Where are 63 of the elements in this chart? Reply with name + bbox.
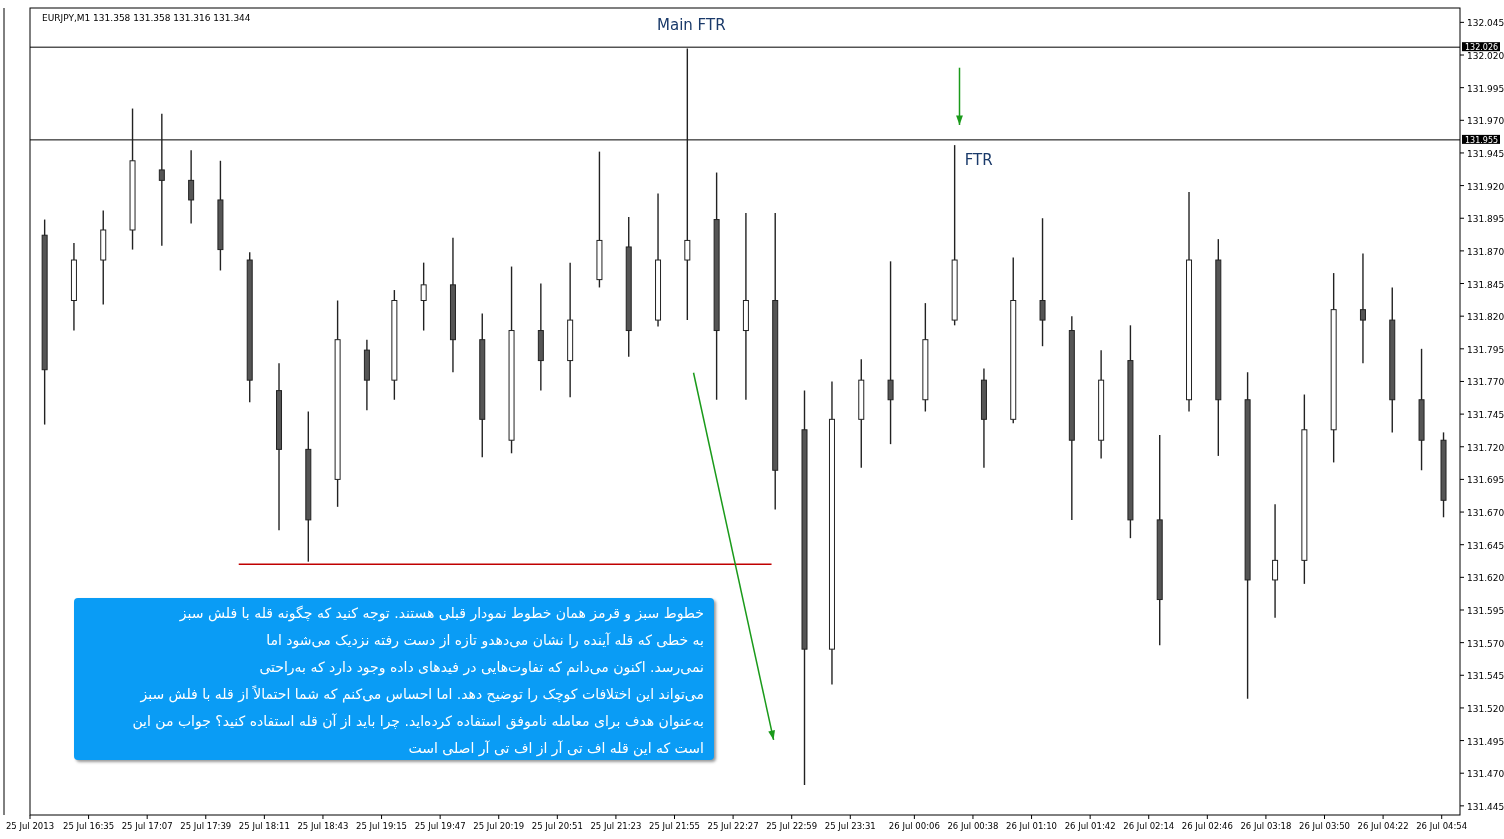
candlestick — [1272, 503, 1279, 619]
x-tick-label: 25 Jul 21:23 — [590, 821, 642, 831]
x-tick-label: 25 Jul 22:27 — [707, 821, 759, 831]
x-tick-label: 25 Jul 21:55 — [649, 821, 700, 831]
candlestick — [420, 261, 427, 332]
x-tick-label: 25 Jul 18:11 — [238, 821, 290, 831]
y-tick-label: 131.520 — [1467, 703, 1504, 714]
candlestick — [158, 113, 165, 247]
x-tick-label: 26 Jul 03:18 — [1240, 821, 1292, 831]
y-tick-label: 131.620 — [1467, 573, 1504, 584]
x-tick-label: 26 Jul 03:50 — [1299, 821, 1350, 831]
candlestick — [684, 47, 691, 321]
x-tick-label: 25 Jul 17:39 — [180, 821, 232, 831]
candlestick — [188, 149, 195, 225]
y-tick-label: 132.020 — [1467, 51, 1504, 62]
y-tick-label: 131.970 — [1467, 116, 1504, 127]
text: EURJPY,M1 131.358 131.358 131.316 131.344 — [42, 13, 251, 23]
x-tick-label: 26 Jul 00:38 — [947, 821, 999, 831]
x-tick-label: 26 Jul 02:46 — [1181, 821, 1233, 831]
y-tick-label: 131.845 — [1467, 279, 1504, 290]
ref-line-label: 131.955 — [1465, 135, 1499, 145]
y-tick-label: 131.895 — [1467, 214, 1504, 225]
y-tick-label: 131.645 — [1467, 540, 1504, 551]
y-tick-label: 131.445 — [1467, 801, 1504, 812]
y-tick-label: 131.795 — [1467, 344, 1504, 355]
x-tick-label: 25 Jul 18:43 — [297, 821, 349, 831]
annotation: Main FTR — [657, 16, 726, 35]
y-tick-label: 131.745 — [1467, 410, 1504, 421]
y-tick-label: 131.595 — [1467, 605, 1504, 616]
x-tick-label: 25 Jul 20:19 — [473, 821, 525, 831]
x-tick-label: 25 Jul 23:31 — [824, 821, 876, 831]
x-tick-label: 25 Jul 20:51 — [531, 821, 583, 831]
x-tick-label: 26 Jul 04:22 — [1357, 821, 1409, 831]
candlestick — [887, 260, 894, 445]
y-tick-label: 131.570 — [1467, 638, 1504, 649]
x-tick-label: 26 Jul 00:06 — [888, 821, 940, 831]
x-tick-label: 26 Jul 04:54 — [1416, 821, 1468, 831]
candlestick — [1039, 217, 1046, 347]
y-tick-label: 131.945 — [1467, 148, 1504, 159]
annotation: FTR — [964, 151, 993, 170]
x-tick-label: 26 Jul 01:42 — [1064, 821, 1116, 831]
y-tick-label: 131.770 — [1467, 377, 1504, 388]
x-tick-label: 25 Jul 2013 — [5, 821, 55, 831]
y-tick-label: 131.695 — [1467, 475, 1504, 486]
x-tick-label: 25 Jul 17:07 — [121, 821, 173, 831]
y-tick-label: 131.870 — [1467, 246, 1504, 257]
y-tick-label: 131.820 — [1467, 312, 1504, 323]
x-tick-label: 26 Jul 02:14 — [1123, 821, 1175, 831]
ref-line-label: 132.026 — [1465, 43, 1499, 53]
y-tick-label: 131.545 — [1467, 671, 1504, 682]
y-tick-label: 131.995 — [1467, 83, 1504, 94]
y-tick-label: 131.470 — [1467, 769, 1504, 780]
y-tick-label: 132.045 — [1467, 18, 1504, 29]
y-tick-label: 131.720 — [1467, 442, 1504, 453]
x-tick-label: 26 Jul 01:10 — [1006, 821, 1058, 831]
x-tick-label: 25 Jul 19:47 — [414, 821, 466, 831]
x-tick-label: 25 Jul 19:15 — [356, 821, 408, 831]
x-tick-label: 25 Jul 16:35 — [63, 821, 115, 831]
candlestick — [1359, 252, 1366, 364]
y-tick-label: 131.495 — [1467, 736, 1504, 747]
y-tick-label: 131.670 — [1467, 508, 1504, 519]
x-tick-label: 25 Jul 22:59 — [766, 821, 818, 831]
y-tick-label: 131.920 — [1467, 181, 1504, 192]
